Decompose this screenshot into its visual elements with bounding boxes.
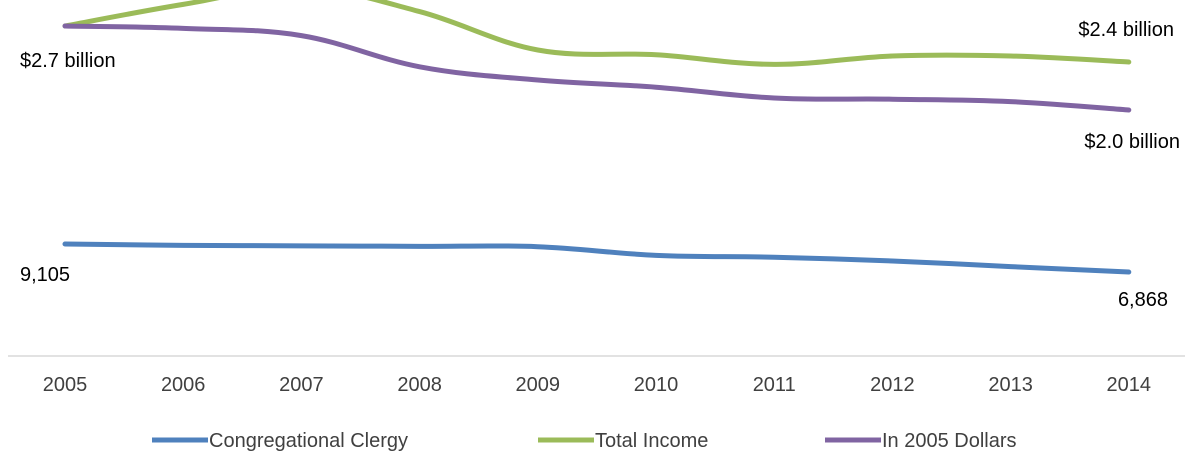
x-tick-label: 2011 [753, 374, 796, 396]
data-label-congregational-clergy-first: 9,105 [20, 264, 70, 286]
x-tick-label: 2013 [988, 374, 1033, 396]
data-labels: 9,105 6,868 $2.4 billion $2.7 billion $2.0 b… [20, 19, 1180, 311]
legend-label-total-income: Total Income [595, 430, 708, 452]
series-line-total-income [62, 0, 1132, 67]
data-label-in-2005-dollars-last: $2.0 billion [1084, 131, 1180, 153]
x-tick-label: 2012 [870, 374, 915, 396]
x-tick-label: 2006 [161, 374, 206, 396]
x-tick-label: 2007 [279, 374, 324, 396]
legend: Congregational Clergy Total Income In 2005… [152, 430, 1017, 452]
x-tick-label: 2014 [1107, 374, 1152, 396]
x-tick-label: 2010 [634, 374, 679, 396]
x-tick-label: 2005 [43, 374, 88, 396]
data-label-in-2005-dollars-first: $2.7 billion [20, 50, 116, 72]
series-line-congregational-clergy [62, 241, 1132, 275]
data-label-congregational-clergy-last: 6,868 [1118, 289, 1168, 311]
x-tick-label: 2009 [516, 374, 561, 396]
legend-label-congregational-clergy: Congregational Clergy [209, 430, 408, 452]
legend-label-in-2005-dollars: In 2005 Dollars [882, 430, 1017, 452]
x-tick-labels: 2005 2006 2007 2008 2009 2010 2011 2012 2013 2014 [43, 374, 1151, 396]
x-tick-label: 2008 [397, 374, 442, 396]
data-label-total-income-last: $2.4 billion [1078, 19, 1174, 41]
series-layer [62, 0, 1132, 275]
series-line-in-2005-dollars [62, 23, 1132, 113]
